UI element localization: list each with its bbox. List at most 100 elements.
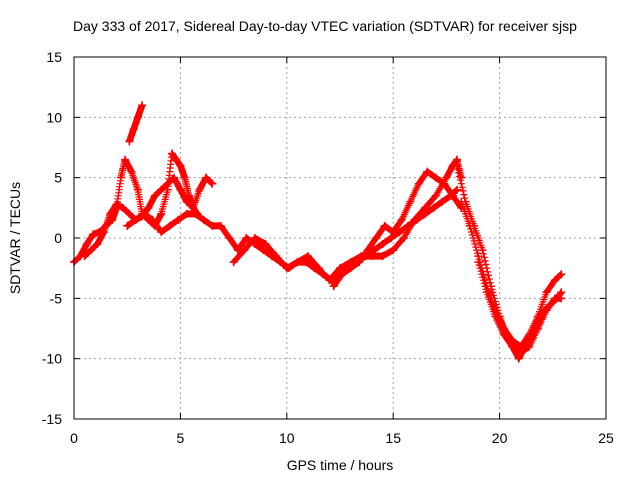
x-tick-label: 10 bbox=[279, 430, 295, 446]
series-track-6 bbox=[329, 167, 466, 291]
plot-frame bbox=[73, 56, 607, 420]
data-point bbox=[372, 234, 381, 242]
x-tick-label: 20 bbox=[492, 430, 508, 446]
data-point bbox=[429, 203, 438, 212]
data-point bbox=[431, 191, 440, 200]
data-point bbox=[525, 342, 534, 351]
y-tick-label: 10 bbox=[46, 109, 62, 125]
series-track-5 bbox=[229, 155, 466, 285]
data-point bbox=[499, 330, 508, 339]
data-point bbox=[121, 155, 130, 164]
data-point bbox=[514, 354, 523, 363]
data-point bbox=[261, 240, 270, 249]
y-tick-label: -10 bbox=[42, 351, 62, 367]
data-point bbox=[380, 221, 389, 230]
data-point bbox=[182, 197, 191, 206]
data-point bbox=[174, 215, 183, 224]
y-tick-label: -15 bbox=[42, 411, 62, 427]
y-tick-label: 0 bbox=[54, 230, 62, 246]
data-point bbox=[80, 252, 89, 261]
data-point bbox=[116, 173, 125, 182]
data-point bbox=[182, 209, 191, 218]
data-point bbox=[208, 221, 217, 230]
data-point bbox=[367, 252, 376, 261]
data-point bbox=[176, 185, 185, 194]
data-point bbox=[533, 324, 542, 333]
data-point bbox=[282, 264, 291, 273]
data-point bbox=[125, 209, 134, 218]
data-point bbox=[442, 173, 451, 182]
data-point bbox=[201, 173, 210, 182]
data-point bbox=[378, 240, 387, 249]
data-point bbox=[176, 161, 185, 170]
data-point bbox=[474, 258, 483, 267]
data-point bbox=[423, 167, 432, 176]
data-point bbox=[482, 288, 491, 297]
data-point bbox=[170, 173, 179, 182]
x-tick-label: 0 bbox=[70, 430, 78, 446]
x-tick-label: 5 bbox=[177, 430, 185, 446]
data-point bbox=[399, 234, 408, 242]
data-point bbox=[242, 234, 251, 242]
data-point bbox=[421, 203, 430, 212]
data-point bbox=[438, 197, 447, 206]
data-point bbox=[208, 179, 217, 188]
data-point bbox=[191, 209, 200, 218]
data-point bbox=[314, 264, 323, 273]
data-point bbox=[167, 149, 176, 158]
data-point bbox=[325, 276, 334, 285]
data-point bbox=[89, 230, 98, 239]
data-point bbox=[106, 209, 115, 218]
data-point bbox=[259, 246, 268, 255]
data-point bbox=[272, 252, 281, 261]
data-point bbox=[157, 227, 166, 236]
data-point bbox=[125, 137, 134, 146]
data-point bbox=[240, 246, 249, 255]
data-point bbox=[293, 258, 302, 267]
data-point bbox=[138, 101, 147, 110]
data-point bbox=[157, 185, 166, 194]
data-point bbox=[410, 215, 419, 224]
data-point bbox=[355, 258, 364, 267]
data-point bbox=[338, 270, 347, 279]
data-point bbox=[157, 209, 166, 218]
series-track-3 bbox=[125, 101, 147, 146]
data-point bbox=[542, 288, 551, 297]
data-point bbox=[465, 221, 474, 230]
y-tick-label: 5 bbox=[54, 170, 62, 186]
data-point bbox=[199, 215, 208, 224]
data-point bbox=[516, 348, 525, 357]
data-point bbox=[144, 203, 153, 212]
data-point bbox=[140, 209, 149, 218]
data-point bbox=[129, 125, 138, 134]
data-point bbox=[491, 312, 500, 321]
data-point bbox=[406, 197, 415, 206]
data-point bbox=[557, 294, 566, 303]
data-point bbox=[216, 221, 225, 230]
data-point bbox=[127, 167, 136, 176]
data-point bbox=[329, 282, 338, 291]
data-point bbox=[448, 191, 457, 200]
data-point bbox=[225, 234, 234, 242]
data-point bbox=[397, 215, 406, 224]
data-point bbox=[525, 330, 534, 339]
data-point bbox=[93, 240, 102, 249]
data-point bbox=[453, 185, 462, 194]
data-point bbox=[163, 179, 172, 188]
data-point bbox=[533, 312, 542, 321]
y-axis-label: SDTVAR / TECUs bbox=[7, 182, 23, 294]
data-point bbox=[378, 252, 387, 261]
data-point bbox=[557, 270, 566, 279]
chart-title: Day 333 of 2017, Sidereal Day-to-day VTE… bbox=[73, 18, 577, 34]
data-point bbox=[550, 276, 559, 285]
axis-ticks: 0 5 10 15 20 25 -15 -10 -5 0 5 10 15 bbox=[42, 49, 614, 446]
data-point bbox=[229, 258, 238, 267]
data-point bbox=[82, 240, 91, 249]
data-point bbox=[440, 179, 449, 188]
data-point bbox=[250, 234, 259, 242]
data-point bbox=[131, 215, 140, 224]
y-tick-label: 15 bbox=[46, 49, 62, 65]
x-tick-label: 15 bbox=[385, 430, 401, 446]
